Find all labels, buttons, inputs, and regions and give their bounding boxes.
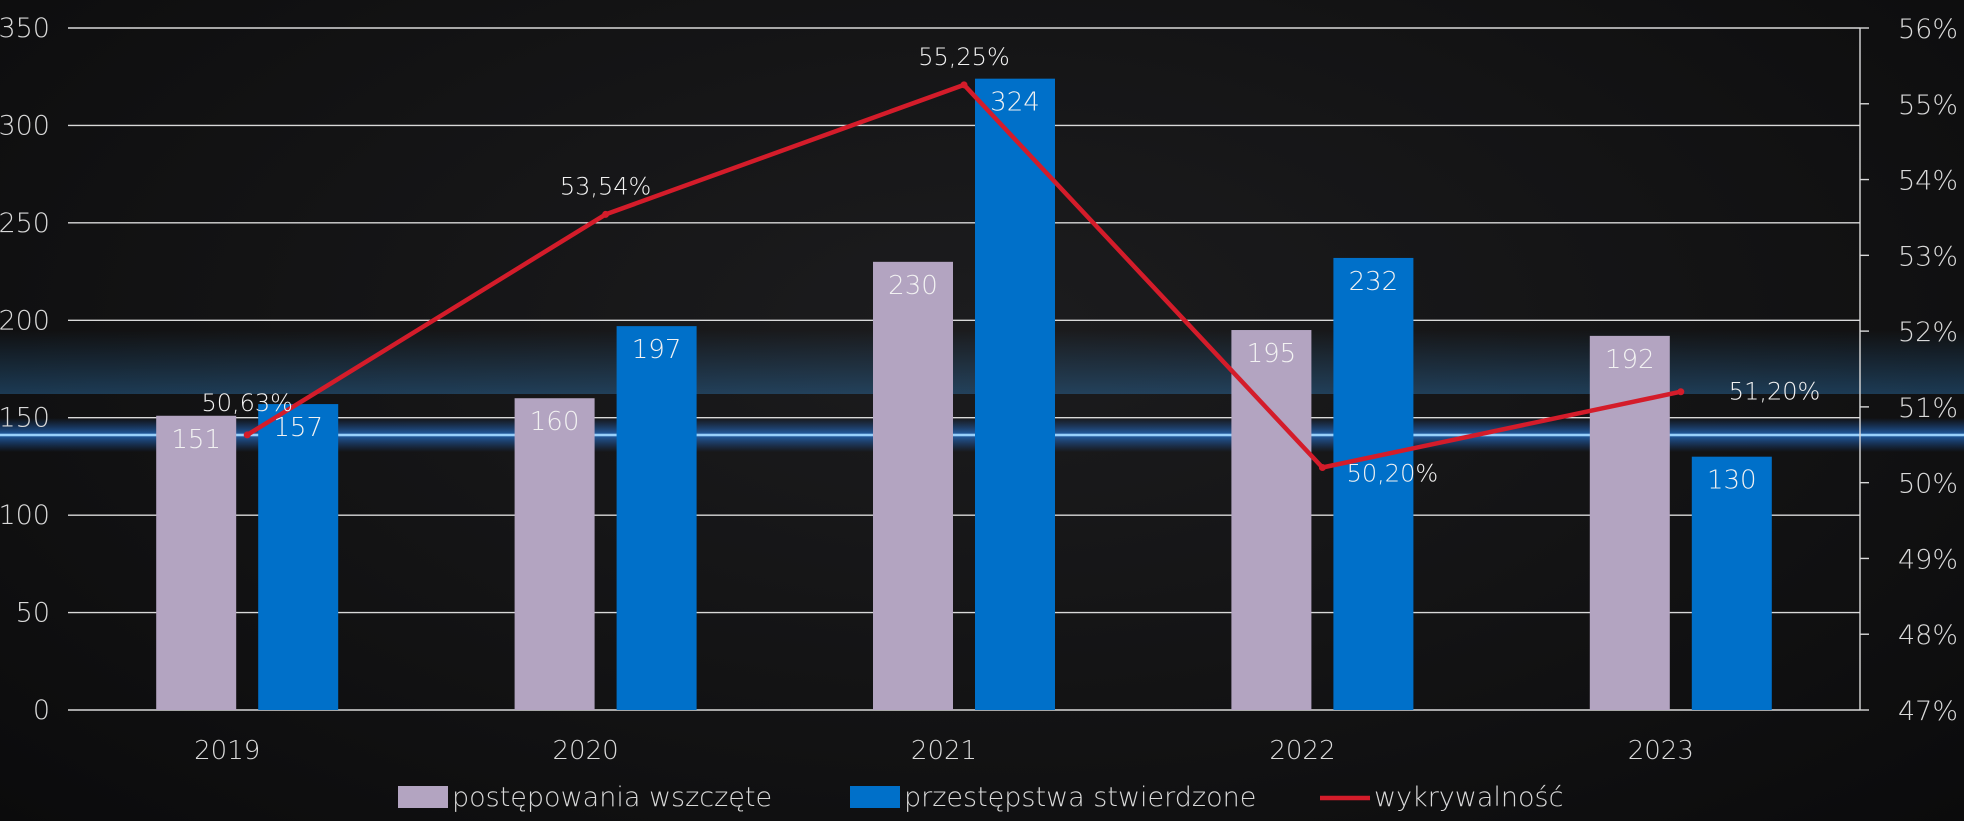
bar-value-label: 151	[171, 425, 221, 455]
y-right-tick-label: 51%	[1898, 393, 1958, 424]
x-axis: 2019 2020 2021 2022 2023	[194, 736, 1694, 766]
y-right-tick-label: 54%	[1898, 166, 1958, 197]
bar	[616, 326, 697, 710]
legend-swatch	[850, 786, 900, 808]
bar-value-label: 230	[888, 271, 938, 301]
y-left-tick-label: 350	[0, 13, 50, 44]
right-axis: 47% 48% 49% 50% 51% 52% 53% 54% 55% 56%	[1859, 14, 1958, 727]
left-axis: 0 50 100 150 200 250 300 350	[0, 13, 50, 726]
line-value-label: 53,54%	[560, 172, 652, 200]
x-category-label: 2021	[911, 736, 977, 766]
legend-label: przestępstwa stwierdzone	[904, 782, 1256, 813]
bar-value-label: 160	[530, 407, 580, 437]
y-left-tick-label: 50	[16, 598, 50, 629]
x-category-label: 2020	[553, 736, 619, 766]
legend-label: wykrywalność	[1374, 782, 1563, 813]
bar	[1333, 257, 1414, 710]
bar	[514, 398, 595, 710]
line-point	[1318, 464, 1326, 472]
bar-value-label: 324	[990, 88, 1040, 118]
y-left-tick-label: 200	[0, 305, 50, 336]
x-category-label: 2023	[1628, 736, 1694, 766]
y-left-tick-label: 150	[0, 403, 50, 434]
bar-value-labels: 151 160 230 195 192 157 197 324 232 130	[171, 88, 1756, 496]
bar	[258, 404, 339, 710]
line-point	[1677, 388, 1685, 396]
bar-value-label: 197	[632, 335, 682, 365]
y-right-tick-label: 48%	[1898, 620, 1958, 651]
bar-series	[156, 78, 1772, 711]
y-right-tick-label: 53%	[1898, 241, 1958, 272]
line-series	[243, 81, 1685, 472]
bar	[1231, 330, 1312, 710]
y-left-tick-label: 100	[0, 500, 50, 531]
x-category-label: 2019	[194, 736, 260, 766]
x-category-label: 2022	[1269, 736, 1335, 766]
bar	[156, 415, 237, 710]
bar	[1691, 456, 1772, 710]
line-series-path	[246, 82, 1682, 470]
bar-value-label: 195	[1247, 339, 1297, 369]
bar	[975, 78, 1055, 711]
bar-value-label: 130	[1707, 466, 1757, 496]
y-right-tick-label: 56%	[1898, 14, 1958, 45]
bar	[873, 261, 953, 710]
gridlines	[68, 27, 1860, 711]
y-left-tick-label: 300	[0, 110, 50, 141]
y-right-tick-label: 47%	[1898, 696, 1958, 727]
bar-value-label: 157	[273, 413, 323, 443]
legend: postępowania wszczęte przestępstwa stwier…	[398, 782, 1563, 813]
y-right-tick-label: 55%	[1898, 90, 1958, 121]
line-value-label: 51,20%	[1729, 378, 1821, 406]
line-point	[960, 81, 968, 89]
y-right-tick-label: 52%	[1898, 317, 1958, 348]
bar-value-label: 232	[1349, 267, 1399, 297]
line-point	[602, 210, 610, 218]
line-value-labels: 50,63% 53,54% 55,25% 50,20% 51,20%	[201, 43, 1820, 488]
legend-swatch	[398, 786, 448, 808]
line-value-label: 50,20%	[1347, 460, 1439, 488]
line-value-label: 55,25%	[918, 43, 1010, 71]
y-right-tick-label: 49%	[1898, 544, 1958, 575]
y-left-tick-label: 250	[0, 208, 50, 239]
legend-label: postępowania wszczęte	[452, 782, 772, 813]
line-value-label: 50,63%	[201, 389, 293, 417]
line-point	[243, 431, 251, 439]
y-left-tick-label: 0	[33, 695, 50, 726]
y-right-tick-label: 50%	[1898, 469, 1958, 500]
bar-value-label: 192	[1605, 345, 1655, 375]
bar	[1589, 335, 1670, 710]
